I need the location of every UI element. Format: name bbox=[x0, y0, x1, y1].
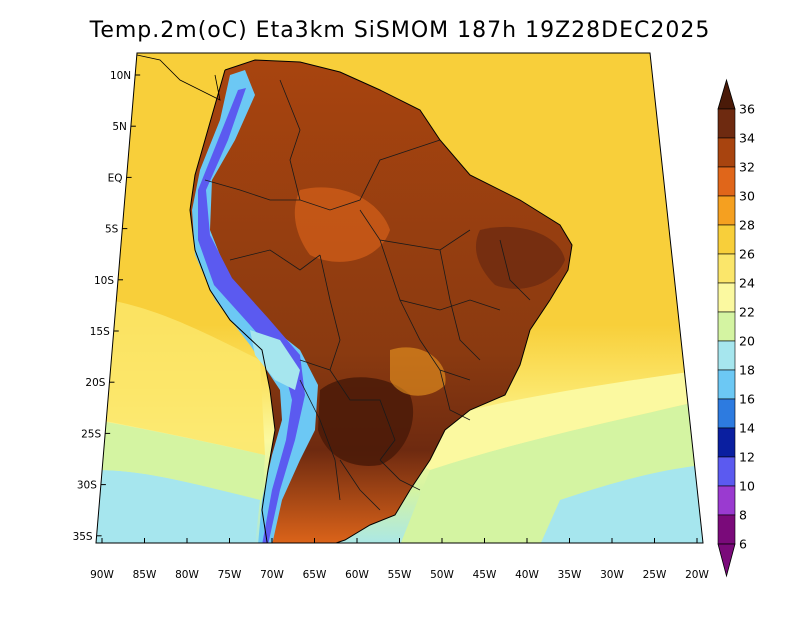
andes-coldest-band bbox=[198, 88, 305, 543]
lat-label: EQ bbox=[108, 172, 123, 184]
lat-label: 25S bbox=[81, 428, 101, 440]
map-frame bbox=[95, 52, 704, 544]
lat-label: 20S bbox=[85, 377, 105, 389]
colorbar-bottom-arrow bbox=[717, 543, 736, 578]
colorbar-swatch bbox=[717, 166, 736, 197]
pacific-mild-band bbox=[100, 300, 265, 455]
coastline bbox=[189, 59, 573, 543]
lon-label: 60W bbox=[345, 569, 369, 581]
colorbar-label: 26 bbox=[739, 247, 755, 262]
colorbar-label: 28 bbox=[739, 218, 755, 233]
colorbar-label: 22 bbox=[739, 305, 755, 320]
colorbar-top-arrow bbox=[717, 78, 736, 110]
lon-label: 30W bbox=[600, 569, 624, 581]
longitude-axis: 90W 85W 80W 75W 70W 65W 60W 55W 50W 45W 40W 35W 30W 2… bbox=[90, 538, 709, 581]
lon-label: 85W bbox=[133, 569, 157, 581]
colorbar-swatch bbox=[717, 108, 736, 139]
colorbar-swatch bbox=[717, 427, 736, 458]
colorbar-swatch bbox=[717, 340, 736, 371]
lat-label: 5S bbox=[105, 224, 119, 236]
lon-label: 25W bbox=[643, 569, 667, 581]
lon-label: 80W bbox=[175, 569, 199, 581]
hot-northeast bbox=[475, 226, 565, 289]
lat-label: 10N bbox=[110, 70, 131, 82]
lat-label: 30S bbox=[77, 480, 97, 492]
colorbar-label: 20 bbox=[739, 334, 755, 349]
lat-label: 35S bbox=[73, 531, 93, 543]
colorbar-label: 30 bbox=[739, 189, 755, 204]
andes-cold-band bbox=[192, 70, 318, 543]
pacific-cool-band bbox=[96, 420, 265, 500]
colorbar-swatch bbox=[717, 253, 736, 284]
colorbar-swatch bbox=[717, 369, 736, 400]
colorbar-label: 6 bbox=[739, 537, 747, 552]
map-title: Temp.2m(oC) Eta3km SiSMOM 187h 19Z28DEC2… bbox=[89, 18, 711, 43]
lon-label: 55W bbox=[388, 569, 412, 581]
colorbar-label: 32 bbox=[739, 160, 755, 175]
lon-label: 50W bbox=[430, 569, 454, 581]
colorbar-swatch bbox=[717, 195, 736, 226]
colorbar-label: 16 bbox=[739, 392, 755, 407]
lat-label: 15S bbox=[90, 326, 110, 338]
colorbar: 36 34 32 30 28 26 24 22 20 18 16 14 12 10 8 6 bbox=[717, 78, 755, 578]
central-america-coast bbox=[136, 54, 221, 101]
pacific-cold-band bbox=[96, 470, 260, 543]
colorbar-label: 34 bbox=[739, 131, 755, 146]
lon-label: 75W bbox=[218, 569, 242, 581]
lat-label: 10S bbox=[94, 275, 114, 287]
lon-label: 45W bbox=[473, 569, 497, 581]
lon-label: 35W bbox=[558, 569, 582, 581]
country-borders bbox=[204, 79, 531, 511]
lon-label: 90W bbox=[90, 569, 114, 581]
colorbar-swatch bbox=[717, 456, 736, 487]
map-panel bbox=[96, 53, 703, 543]
colorbar-label: 12 bbox=[739, 450, 755, 465]
colorbar-label: 24 bbox=[739, 276, 755, 291]
altiplano-cool-patch bbox=[250, 330, 300, 390]
colorbar-swatch bbox=[717, 137, 736, 168]
lon-label: 20W bbox=[685, 569, 709, 581]
plateau-warm-patch bbox=[390, 347, 446, 396]
colorbar-swatch bbox=[717, 514, 736, 545]
colorbar-label: 10 bbox=[739, 479, 755, 494]
atlantic-cold-band bbox=[540, 465, 703, 543]
colorbar-swatch bbox=[717, 485, 736, 516]
lat-label: 5N bbox=[112, 121, 127, 133]
latitude-axis: 10N 5N EQ 5S 10S 15S 20S 25S 30S 35S bbox=[73, 70, 141, 543]
hot-interior bbox=[318, 377, 414, 466]
colorbar-label: 8 bbox=[739, 508, 747, 523]
atlantic-mild-band bbox=[380, 370, 703, 470]
lon-label: 40W bbox=[515, 569, 539, 581]
colorbar-label: 14 bbox=[739, 421, 755, 436]
colorbar-swatch bbox=[717, 224, 736, 255]
colorbar-label: 36 bbox=[739, 102, 755, 117]
lon-label: 70W bbox=[260, 569, 284, 581]
colorbar-swatch bbox=[717, 398, 736, 429]
colorbar-swatch bbox=[717, 282, 736, 313]
colorbar-swatch bbox=[717, 311, 736, 342]
colorbar-label: 18 bbox=[739, 363, 755, 378]
lon-label: 65W bbox=[303, 569, 327, 581]
